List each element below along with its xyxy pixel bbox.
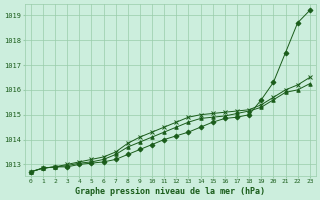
X-axis label: Graphe pression niveau de la mer (hPa): Graphe pression niveau de la mer (hPa) bbox=[75, 187, 265, 196]
